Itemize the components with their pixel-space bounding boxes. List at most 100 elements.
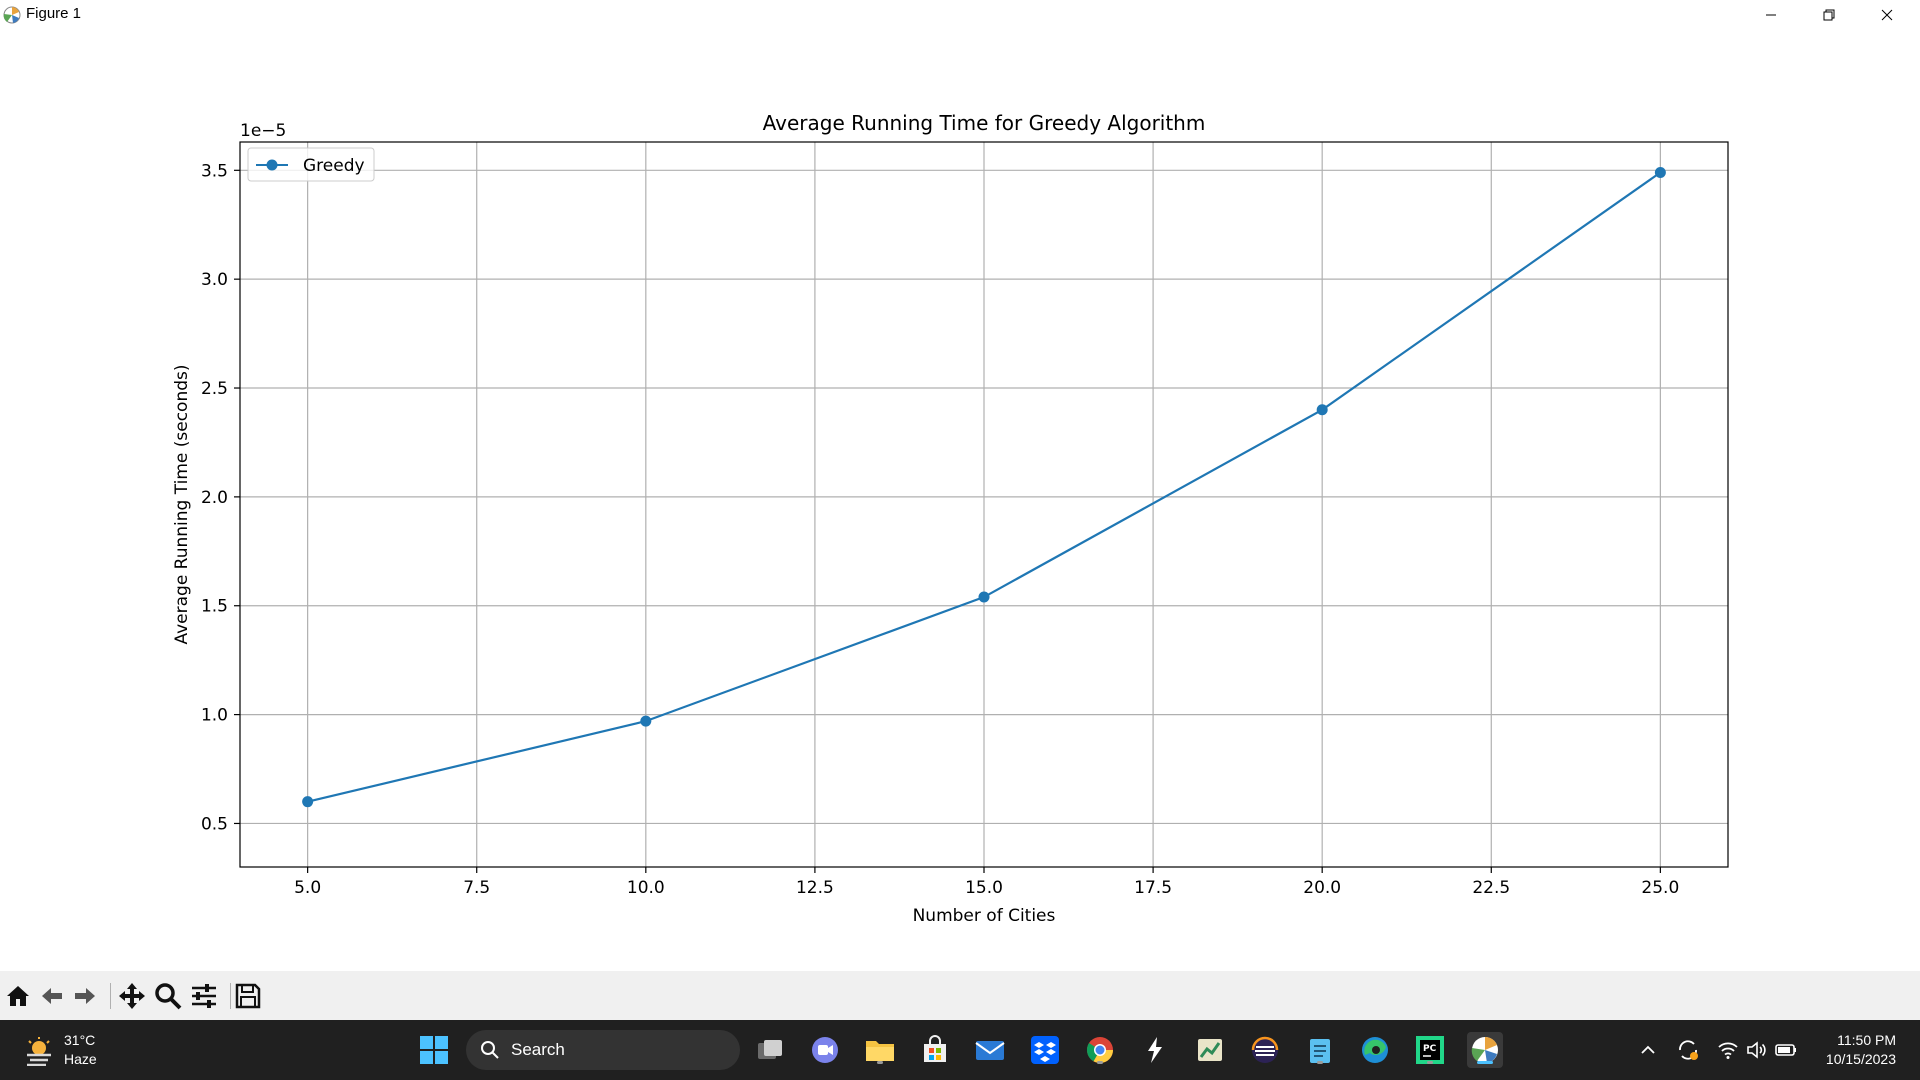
taskbar-file-explorer[interactable]: [862, 1032, 898, 1068]
y-tick-label: 1.0: [201, 706, 228, 726]
running-indicator: [1317, 1061, 1323, 1064]
x-tick-label: 15.0: [965, 878, 1003, 898]
show-hidden-icons-button[interactable]: [1636, 1020, 1660, 1080]
taskbar-edge[interactable]: [1357, 1032, 1393, 1068]
legend-label: Greedy: [303, 156, 365, 176]
folder-icon: [866, 1041, 894, 1061]
taskbar-teams-chat[interactable]: [807, 1032, 843, 1068]
save-button[interactable]: [233, 981, 263, 1011]
running-indicator: [877, 1061, 883, 1064]
chevron-up-icon: [1641, 1045, 1655, 1054]
mail-icon: [975, 1041, 1005, 1060]
running-indicator: [1427, 1061, 1433, 1064]
weather-temperature: 31°C: [64, 1032, 96, 1048]
taskbar-dropbox[interactable]: [1027, 1032, 1063, 1068]
weather-condition: Haze: [64, 1051, 97, 1067]
taskbar-pycharm[interactable]: PC: [1412, 1032, 1448, 1068]
legend: Greedy: [247, 147, 375, 182]
sliders-icon: [192, 984, 216, 1008]
running-indicator: [1097, 1061, 1103, 1064]
magnifier-icon: [155, 983, 182, 1010]
lightning-icon: [1148, 1037, 1162, 1063]
taskbar-app-chart[interactable]: [1192, 1032, 1228, 1068]
x-tick-label: 5.0: [294, 878, 321, 898]
toolbar-separator: [230, 983, 231, 1009]
data-point: [302, 796, 314, 808]
y-tick-label: 2.0: [201, 488, 228, 508]
y-tick-label: 1.5: [201, 597, 228, 617]
floppy-disk-icon: [235, 983, 261, 1009]
taskbar-task-view[interactable]: [752, 1032, 788, 1068]
zoom-button[interactable]: [153, 981, 183, 1011]
configure-subplots-button[interactable]: [189, 981, 219, 1011]
axes-frame: [239, 141, 1729, 868]
window-titlebar: Figure 1: [0, 0, 1920, 29]
close-button[interactable]: [1858, 0, 1916, 29]
chart-title: Average Running Time for Greedy Algorith…: [763, 111, 1206, 135]
arrow-left-icon: [42, 988, 62, 1004]
x-tick-label: 10.0: [627, 878, 665, 898]
matplotlib-icon: [1471, 1037, 1498, 1063]
toolbar-separator: [110, 983, 111, 1009]
notepad-icon: [1310, 1039, 1330, 1063]
data-point: [1654, 166, 1666, 178]
wifi-icon: [1718, 1042, 1738, 1059]
speaker-icon: [1747, 1041, 1766, 1059]
taskbar-chrome[interactable]: [1082, 1032, 1118, 1068]
home-icon: [7, 986, 29, 1006]
search-icon: [481, 1041, 499, 1059]
x-tick-label: 20.0: [1303, 878, 1341, 898]
figure-canvas[interactable]: 5.0 7.5 10.0 12.5 15.0 17.5 20.0 22.5 25.0 0.5 1.0…: [0, 29, 1920, 971]
tray-sync[interactable]: [1674, 1020, 1702, 1080]
y-tick-label: 0.5: [201, 814, 228, 834]
forward-button[interactable]: [70, 981, 100, 1011]
spreadsheet-chart-icon: [1198, 1039, 1222, 1061]
x-tick-label: 12.5: [796, 878, 834, 898]
task-view-icon: [758, 1040, 782, 1059]
pan-button[interactable]: [117, 981, 147, 1011]
tray-battery[interactable]: [1772, 1020, 1800, 1080]
restore-button[interactable]: [1800, 0, 1858, 29]
y-offset-label: 1e−5: [240, 121, 286, 141]
pycharm-icon: PC: [1416, 1036, 1444, 1064]
taskbar-microsoft-store[interactable]: [917, 1032, 953, 1068]
y-tick-label: 2.5: [201, 379, 228, 399]
search-label: Search: [511, 1040, 565, 1059]
home-button[interactable]: [3, 981, 33, 1011]
data-point: [1316, 404, 1328, 416]
taskbar: 31°C Haze Search: [0, 1020, 1920, 1080]
haze-sun-icon: [27, 1037, 51, 1066]
x-axis-label: Number of Cities: [913, 906, 1056, 926]
data-point: [978, 591, 990, 603]
taskbar-eclipse[interactable]: [1247, 1032, 1283, 1068]
taskbar-mail[interactable]: [972, 1032, 1008, 1068]
back-button[interactable]: [37, 981, 67, 1011]
eclipse-icon: [1251, 1036, 1279, 1063]
svg-text:PC: PC: [1423, 1044, 1437, 1054]
x-tick-label: 7.5: [463, 878, 490, 898]
sync-icon: [1679, 1040, 1698, 1060]
data-point: [640, 715, 652, 727]
clock-date: 10/15/2023: [1825, 1051, 1896, 1067]
y-tick-label: 3.0: [201, 270, 228, 290]
clock-time: 11:50 PM: [1837, 1032, 1896, 1048]
chat-icon: [812, 1037, 838, 1063]
active-indicator: [1477, 1061, 1493, 1064]
start-button[interactable]: [416, 1032, 452, 1068]
edge-icon: [1362, 1037, 1388, 1063]
legend-box: [247, 147, 375, 182]
tray-volume[interactable]: [1744, 1020, 1770, 1080]
weather-widget[interactable]: 31°C Haze: [20, 1030, 110, 1070]
minimize-button[interactable]: [1742, 0, 1800, 29]
taskbar-app-bolt[interactable]: [1137, 1032, 1173, 1068]
taskbar-notepad[interactable]: [1302, 1032, 1338, 1068]
tray-wifi[interactable]: [1714, 1020, 1742, 1080]
arrow-right-icon: [75, 988, 95, 1004]
matplotlib-icon: [3, 6, 21, 24]
chrome-icon: [1086, 1037, 1114, 1064]
taskbar-matplotlib-figure[interactable]: [1467, 1032, 1503, 1068]
line-chart: 5.0 7.5 10.0 12.5 15.0 17.5 20.0 22.5 25.0 0.5 1.0…: [172, 111, 1729, 926]
taskbar-search[interactable]: Search: [466, 1030, 740, 1070]
window-title: Figure 1: [26, 5, 82, 22]
taskbar-clock[interactable]: 11:50 PM 10/15/2023: [1786, 1031, 1896, 1069]
